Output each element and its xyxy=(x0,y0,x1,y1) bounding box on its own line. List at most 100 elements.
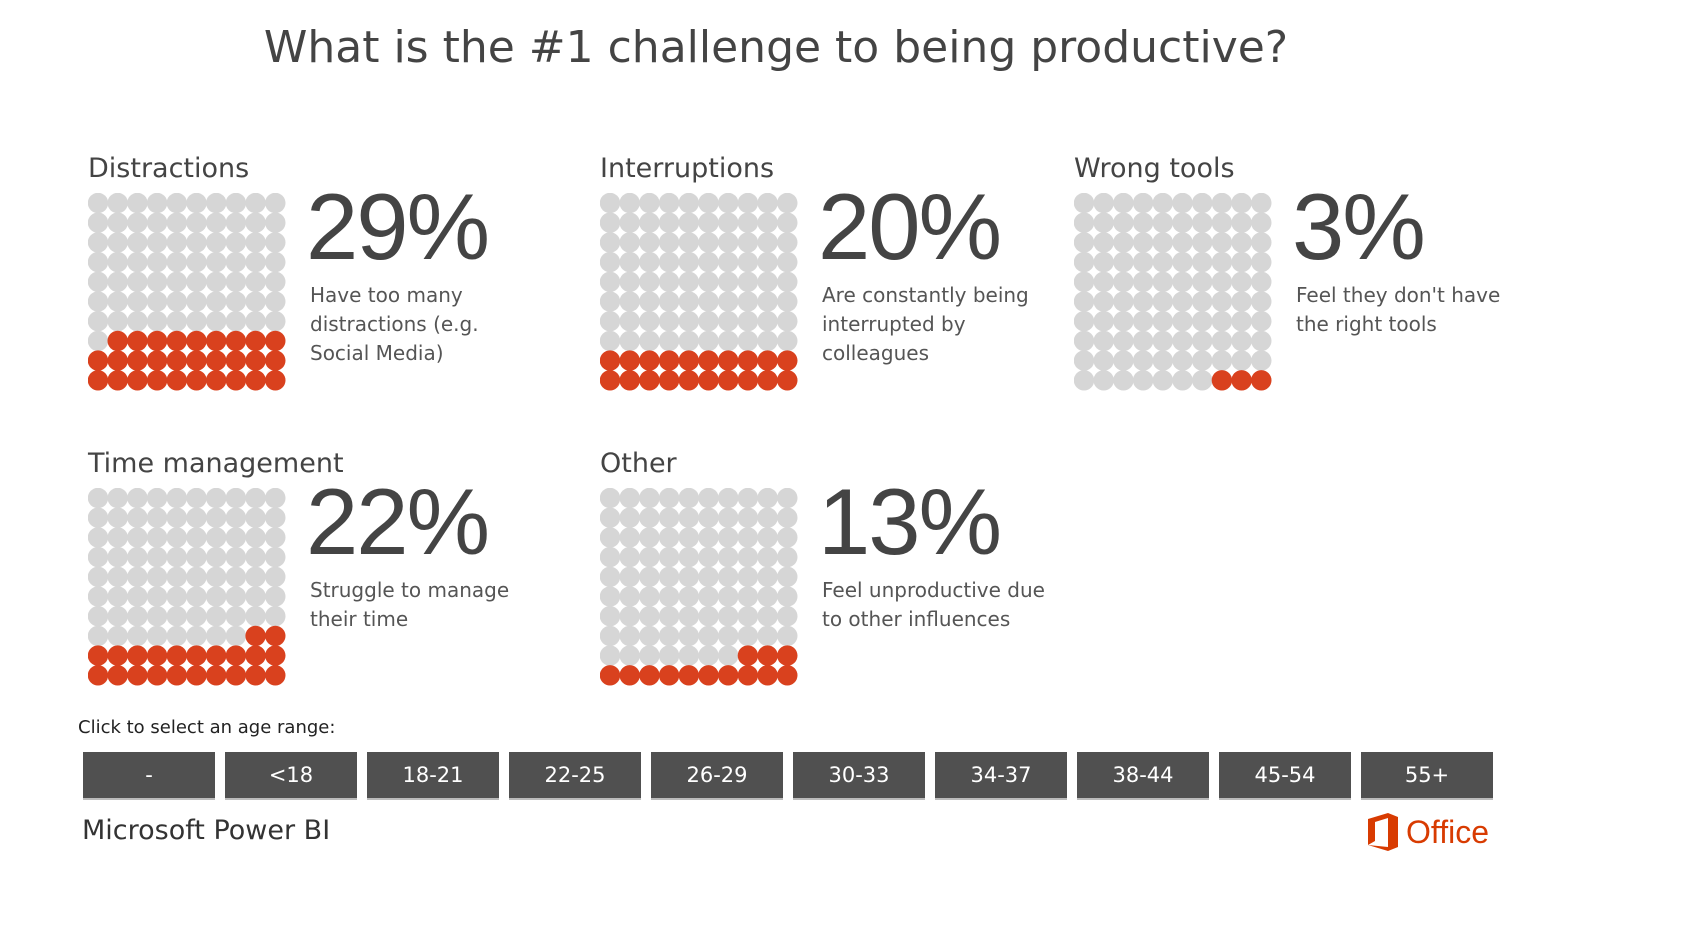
waffle-dot-empty xyxy=(639,546,660,568)
waffle-dot-filled xyxy=(166,330,187,352)
waffle-dot-empty xyxy=(1251,212,1272,233)
age-range-button[interactable]: 30-33 xyxy=(793,752,925,800)
waffle-dot-empty xyxy=(166,566,187,587)
waffle-dot-empty xyxy=(718,232,739,253)
waffle-dot-filled xyxy=(658,350,680,371)
waffle-dot-empty xyxy=(186,606,207,627)
waffle-dot-empty xyxy=(1074,271,1095,292)
waffle-dot-filled xyxy=(88,645,109,666)
age-range-button[interactable]: 26-29 xyxy=(651,752,783,800)
waffle-dot-empty xyxy=(166,311,187,332)
waffle-dot-empty xyxy=(166,507,187,528)
waffle-dot-empty xyxy=(1231,212,1252,233)
age-range-button[interactable]: 22-25 xyxy=(509,752,641,800)
waffle-dot-empty xyxy=(206,488,227,509)
waffle-dot-filled xyxy=(737,665,759,686)
waffle-dot-empty xyxy=(1211,271,1233,292)
waffle-dot-empty xyxy=(225,507,247,528)
waffle-dot-empty xyxy=(127,271,148,292)
panel-title: Other xyxy=(600,448,677,479)
waffle-dot-empty xyxy=(658,232,680,253)
waffle-dot-empty xyxy=(737,507,759,528)
waffle-dot-empty xyxy=(757,586,778,607)
waffle-dot-empty xyxy=(107,546,128,568)
waffle-dot-empty xyxy=(186,232,207,253)
waffle-dot-filled xyxy=(225,350,247,371)
waffle-dot-empty xyxy=(658,193,680,214)
waffle-dot-empty xyxy=(658,212,680,233)
panel-description: Feel they don't have the right tools xyxy=(1296,283,1501,336)
waffle-dot-empty xyxy=(265,546,286,568)
age-range-button[interactable]: - xyxy=(83,752,215,800)
age-range-button[interactable]: 34-37 xyxy=(935,752,1067,800)
waffle-dot-filled xyxy=(678,370,699,391)
waffle-dot-empty xyxy=(1211,330,1233,352)
waffle-chart xyxy=(1074,193,1272,391)
waffle-dot-empty xyxy=(146,488,168,509)
waffle-dot-empty xyxy=(88,271,109,292)
waffle-dot-empty xyxy=(639,291,660,312)
waffle-dot-empty xyxy=(1152,271,1173,292)
waffle-dot-empty xyxy=(777,546,798,568)
waffle-dot-empty xyxy=(206,625,227,647)
waffle-dot-empty xyxy=(146,193,168,214)
waffle-dot-empty xyxy=(777,606,798,627)
waffle-dot-empty xyxy=(186,507,207,528)
waffle-dot-empty xyxy=(127,193,148,214)
waffle-dot-empty xyxy=(127,625,148,647)
waffle-dot-empty xyxy=(1152,232,1173,253)
waffle-dot-empty xyxy=(619,311,640,332)
waffle-dot-empty xyxy=(698,291,719,312)
waffle-dot-empty xyxy=(1113,311,1134,332)
waffle-dot-empty xyxy=(757,488,778,509)
age-range-button[interactable]: 18-21 xyxy=(367,752,499,800)
waffle-dot-filled xyxy=(757,350,778,371)
age-range-button[interactable]: 55+ xyxy=(1361,752,1493,800)
waffle-dot-empty xyxy=(1113,193,1134,214)
waffle-dot-empty xyxy=(1172,330,1193,352)
waffle-dot-empty xyxy=(1132,330,1154,352)
waffle-dot-empty xyxy=(146,566,168,587)
waffle-panel: Time management 22% Struggle to manage t… xyxy=(88,448,558,722)
waffle-dot-empty xyxy=(107,212,128,233)
waffle-dot-empty xyxy=(757,507,778,528)
waffle-dot-empty xyxy=(698,311,719,332)
waffle-dot-empty xyxy=(737,546,759,568)
waffle-dot-empty xyxy=(1113,291,1134,312)
waffle-dot-empty xyxy=(678,546,699,568)
waffle-dot-filled xyxy=(1211,370,1233,391)
waffle-dot-filled xyxy=(658,665,680,686)
waffle-dot-empty xyxy=(186,625,207,647)
waffle-dot-filled xyxy=(186,370,207,391)
waffle-dot-empty xyxy=(600,193,621,214)
waffle-dot-empty xyxy=(600,311,621,332)
waffle-dot-empty xyxy=(1192,232,1213,253)
waffle-dot-empty xyxy=(1113,330,1134,352)
percent-value: 29% xyxy=(306,174,490,279)
age-range-button[interactable]: 45-54 xyxy=(1219,752,1351,800)
waffle-dot-empty xyxy=(1113,350,1134,371)
waffle-dot-empty xyxy=(88,507,109,528)
waffle-dot-empty xyxy=(757,566,778,587)
waffle-dot-filled xyxy=(718,665,739,686)
waffle-dot-empty xyxy=(698,566,719,587)
waffle-dot-empty xyxy=(1152,291,1173,312)
waffle-dot-filled xyxy=(127,330,148,352)
waffle-dot-empty xyxy=(1172,212,1193,233)
waffle-dot-empty xyxy=(107,625,128,647)
waffle-dot-filled xyxy=(600,370,621,391)
waffle-dot-empty xyxy=(88,251,109,273)
waffle-dot-filled xyxy=(206,645,227,666)
waffle-dot-empty xyxy=(639,606,660,627)
age-range-button[interactable]: 38-44 xyxy=(1077,752,1209,800)
waffle-dot-empty xyxy=(639,193,660,214)
waffle-dot-filled xyxy=(777,350,798,371)
waffle-dot-empty xyxy=(146,586,168,607)
waffle-dot-empty xyxy=(206,606,227,627)
waffle-dot-empty xyxy=(146,232,168,253)
waffle-dot-filled xyxy=(737,645,759,666)
waffle-dot-empty xyxy=(1113,370,1134,391)
waffle-dot-empty xyxy=(225,606,247,627)
age-range-button[interactable]: <18 xyxy=(225,752,357,800)
waffle-dot-empty xyxy=(757,311,778,332)
